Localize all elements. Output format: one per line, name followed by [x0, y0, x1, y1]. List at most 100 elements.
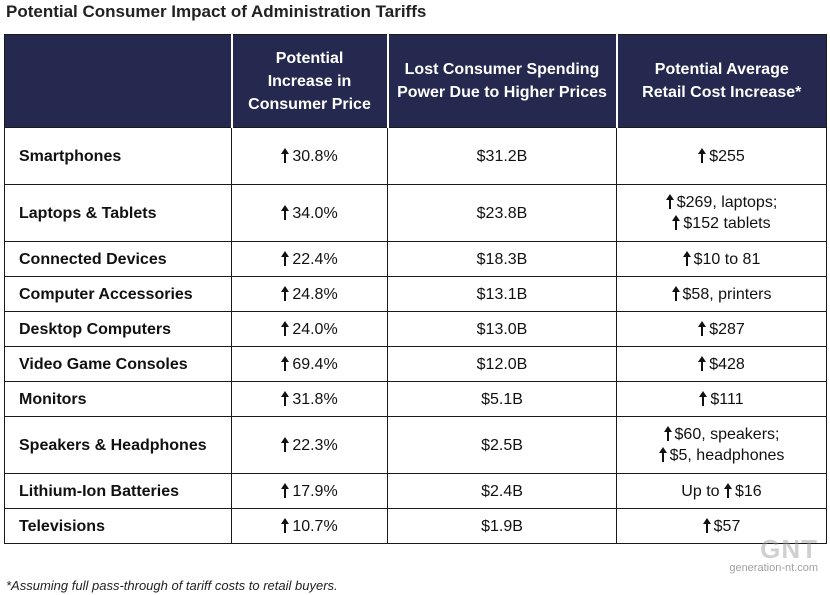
category-cell: Smartphones	[4, 127, 232, 185]
up-arrow-icon	[698, 320, 707, 336]
retail-cost-cell: $428	[616, 346, 827, 382]
category-cell: Computer Accessories	[4, 276, 232, 312]
retail-cost-line: $10 to 81	[623, 249, 820, 270]
footnote: *Assuming full pass-through of tariff co…	[6, 578, 338, 593]
category-cell: Desktop Computers	[4, 311, 232, 347]
header-lost-spending: Lost Consumer Spending Power Due to High…	[386, 34, 617, 128]
up-arrow-icon	[281, 320, 290, 336]
retail-cost-cell: $10 to 81	[616, 241, 827, 277]
up-arrow-icon	[671, 285, 680, 301]
retail-cost-line: $152 tablets	[623, 213, 820, 234]
retail-cost-line: Up to $16	[623, 481, 820, 502]
up-arrow-icon	[698, 355, 707, 371]
table-row: Laptops & Tablets 34.0% $23.8B $269, laptop…	[4, 184, 827, 242]
price-increase-cell: 69.4%	[231, 346, 388, 382]
up-arrow-icon	[281, 250, 290, 266]
table-row: Monitors 31.8% $5.1B $111	[4, 381, 827, 417]
table-row: Video Game Consoles 69.4% $12.0B $428	[4, 346, 827, 382]
price-increase-cell: 22.4%	[231, 241, 388, 277]
retail-cost-line: $111	[623, 389, 820, 410]
lost-spending-cell: $1.9B	[387, 508, 617, 544]
price-increase-cell: 22.3%	[231, 416, 388, 474]
lost-spending-cell: $13.1B	[387, 276, 617, 312]
retail-cost-value: $111	[710, 390, 744, 408]
retail-cost-line: $60, speakers;	[623, 424, 820, 445]
retail-cost-cell: Up to $16	[616, 473, 827, 509]
lost-spending-cell: $31.2B	[387, 127, 617, 185]
up-arrow-icon	[663, 426, 672, 441]
retail-cost-cell: $269, laptops; $152 tablets	[616, 184, 827, 242]
price-increase-cell: 34.0%	[231, 184, 388, 242]
up-arrow-icon	[682, 250, 691, 266]
table-row: Desktop Computers 24.0% $13.0B $287	[4, 311, 827, 347]
price-increase-value: 24.0%	[292, 320, 338, 338]
retail-cost-prefix: Up to	[681, 482, 724, 500]
up-arrow-icon	[281, 355, 290, 371]
tariff-impact-table: Potential Increase in Consumer Price Los…	[4, 34, 827, 544]
retail-cost-line: $57	[623, 516, 820, 537]
up-arrow-icon	[281, 285, 290, 301]
retail-cost-value: $255	[709, 147, 745, 165]
up-arrow-icon	[702, 517, 711, 533]
watermark: GNT generation-nt.com	[729, 536, 818, 574]
table-body: Smartphones 30.8% $31.2B $255 Laptops & Tabl…	[4, 127, 827, 544]
lost-spending-cell: $5.1B	[387, 381, 617, 417]
retail-cost-cell: $60, speakers; $5, headphones	[616, 416, 827, 474]
up-arrow-icon	[672, 215, 681, 230]
retail-cost-value: $16	[734, 482, 762, 500]
retail-cost-line: $58, printers	[623, 284, 820, 305]
table-row: Smartphones 30.8% $31.2B $255	[4, 127, 827, 185]
price-increase-cell: 24.0%	[231, 311, 388, 347]
price-increase-value: 30.8%	[292, 147, 338, 165]
price-increase-value: 22.4%	[292, 250, 338, 268]
table-row: Computer Accessories 24.8% $13.1B $58, prin…	[4, 276, 827, 312]
price-increase-cell: 17.9%	[231, 473, 388, 509]
table-row: Connected Devices 22.4% $18.3B $10 to 81	[4, 241, 827, 277]
table-row: Televisions 10.7% $1.9B $57	[4, 508, 827, 544]
lost-spending-cell: $23.8B	[387, 184, 617, 242]
retail-cost-line: $255	[623, 146, 820, 167]
price-increase-cell: 10.7%	[231, 508, 388, 544]
page-title: Potential Consumer Impact of Administrat…	[6, 2, 427, 21]
up-arrow-icon	[723, 482, 732, 498]
up-arrow-icon	[281, 204, 290, 220]
header-retail-cost: Potential Average Retail Cost Increase*	[615, 34, 827, 128]
watermark-site: generation-nt.com	[729, 562, 818, 574]
up-arrow-icon	[699, 390, 708, 406]
watermark-logo: GNT	[760, 534, 818, 564]
price-increase-cell: 31.8%	[231, 381, 388, 417]
price-increase-value: 34.0%	[292, 204, 338, 222]
retail-cost-cell: $255	[616, 127, 827, 185]
up-arrow-icon	[281, 517, 290, 533]
up-arrow-icon	[281, 147, 290, 163]
retail-cost-cell: $58, printers	[616, 276, 827, 312]
lost-spending-cell: $12.0B	[387, 346, 617, 382]
category-cell: Laptops & Tablets	[4, 184, 232, 242]
price-increase-value: 22.3%	[292, 436, 338, 454]
up-arrow-icon	[698, 147, 707, 163]
price-increase-cell: 24.8%	[231, 276, 388, 312]
lost-spending-cell: $2.5B	[387, 416, 617, 474]
retail-cost-value: $269, laptops;	[676, 194, 778, 211]
retail-cost-line: $5, headphones	[623, 445, 820, 466]
retail-cost-value: $10 to 81	[693, 250, 761, 268]
lost-spending-cell: $2.4B	[387, 473, 617, 509]
up-arrow-icon	[658, 447, 667, 462]
lost-spending-cell: $13.0B	[387, 311, 617, 347]
category-cell: Video Game Consoles	[4, 346, 232, 382]
category-cell: Monitors	[4, 381, 232, 417]
retail-cost-line: $287	[623, 319, 820, 340]
up-arrow-icon	[665, 194, 674, 209]
retail-cost-value: $60, speakers;	[674, 426, 780, 443]
price-increase-value: 31.8%	[292, 390, 338, 408]
retail-cost-cell: $287	[616, 311, 827, 347]
retail-cost-cell: $111	[616, 381, 827, 417]
header-price-increase: Potential Increase in Consumer Price	[230, 34, 388, 128]
retail-cost-value: $5, headphones	[669, 447, 785, 464]
retail-cost-value: $428	[709, 355, 745, 373]
retail-cost-value: $57	[713, 517, 741, 535]
retail-cost-line: $428	[623, 354, 820, 375]
category-cell: Speakers & Headphones	[4, 416, 232, 474]
header-category	[4, 34, 232, 128]
price-increase-value: 69.4%	[292, 355, 338, 373]
